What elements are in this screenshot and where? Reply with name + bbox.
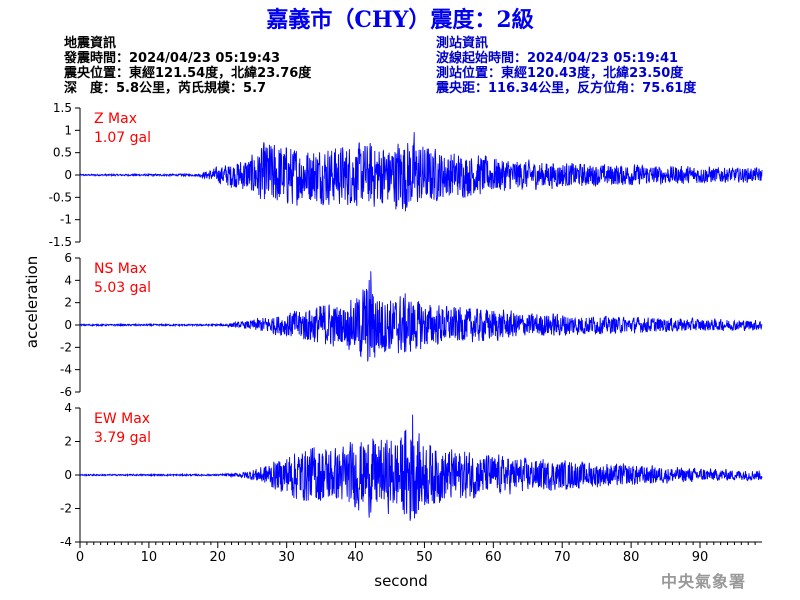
station-info-heading: 測站資訊 [436,36,489,51]
y-tick-label-ns: 2 [64,296,72,310]
x-tick-label: 10 [141,550,158,565]
y-tick-label-z: 1 [64,123,72,137]
y-tick-label-z: 0 [64,168,72,182]
y-tick-label-z: -1.5 [49,235,72,249]
y-tick-label-ew: -2 [60,502,72,516]
event-time: 發震時間：2024/04/23 05:19:43 [64,51,281,66]
y-tick-label-ns: -4 [60,363,72,377]
y-tick-label-ns: 6 [64,251,72,265]
station-distance: 震央距：116.34公里，反方位角：75.61度 [436,81,697,96]
y-tick-label-z: -1 [60,213,72,227]
x-tick-label: 80 [623,550,640,565]
y-tick-label-ns: -2 [60,340,72,354]
x-tick-label: 0 [76,550,84,565]
max-value-ns: 5.03 gal [94,280,151,296]
max-label-ns: NS Max [94,261,147,277]
y-tick-label-z: -0.5 [49,190,72,204]
event-info-block: 地震資訊 發震時間：2024/04/23 05:19:43 震央位置：東經121… [64,36,311,96]
y-tick-label-z: 0.5 [53,146,72,160]
y-tick-label-ew: -4 [60,535,72,549]
station-location: 測站位置：東經120.43度，北緯23.50度 [436,66,684,81]
x-tick-label: 90 [692,550,709,565]
event-info-heading: 地震資訊 [64,36,117,51]
x-tick-label: 40 [347,550,364,565]
waveform-z [79,132,763,212]
event-location: 震央位置：東經121.54度，北緯23.76度 [64,66,312,81]
x-tick-label: 20 [210,550,227,565]
max-value-z: 1.07 gal [94,130,151,146]
y-tick-label-ew: 0 [64,468,72,482]
x-tick-label: 60 [485,550,502,565]
x-tick-label: 70 [554,550,571,565]
y-tick-label-ns: 0 [64,318,72,332]
max-label-z: Z Max [94,111,137,127]
max-value-ew: 3.79 gal [94,430,151,446]
x-tick-label: 30 [278,550,295,565]
y-tick-label-ns: 4 [64,273,72,287]
x-axis-label: second [374,572,428,590]
y-tick-label-ns: -6 [60,385,72,399]
page-title: 嘉義市（CHY）震度：2級 [266,7,534,33]
waveform-ns [79,271,763,362]
y-axis-label: acceleration [23,256,41,348]
station-wave-start: 波線起始時間：2024/04/23 05:19:41 [436,51,679,66]
waveform-ew [79,414,763,521]
event-depth-magnitude: 深 度：5.8公里，芮氏規模：5.7 [64,81,267,96]
y-tick-label-ew: 2 [64,435,72,449]
station-info-block: 測站資訊 波線起始時間：2024/04/23 05:19:41 測站位置：東經1… [436,36,696,96]
x-tick-label: 50 [416,550,433,565]
agency-credit: 中央氣象署 [660,572,746,591]
y-tick-label-ew: 4 [64,401,72,415]
max-label-ew: EW Max [94,411,150,427]
y-tick-label-z: 1.5 [53,101,72,115]
